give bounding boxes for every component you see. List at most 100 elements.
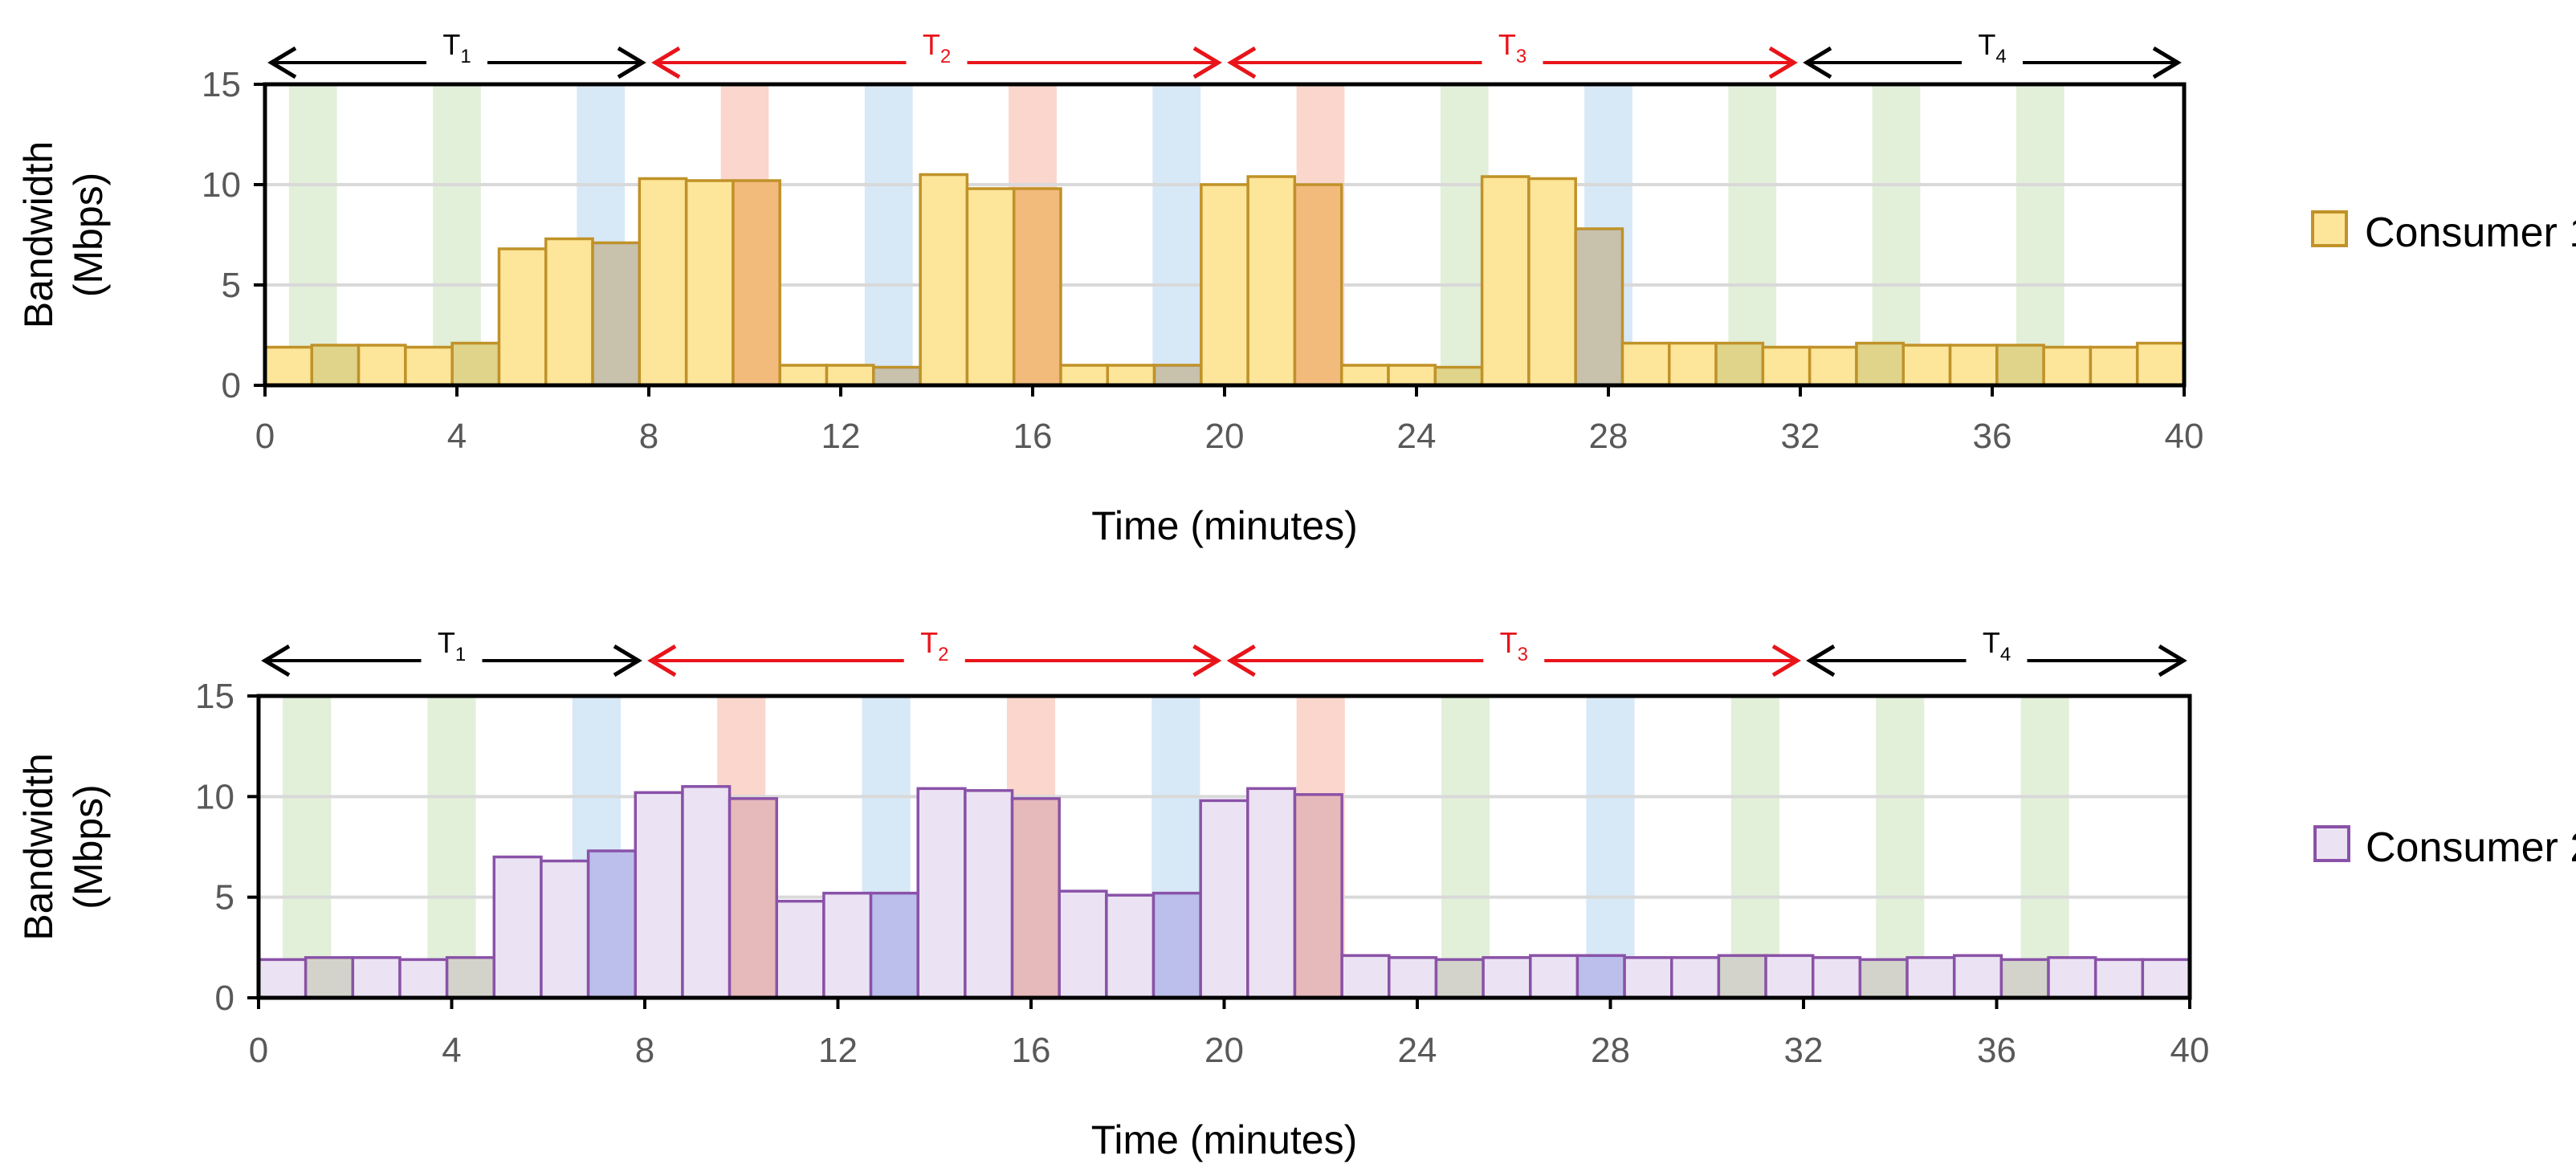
bar [775,899,825,999]
period-label-letter: T [923,28,940,61]
bar [1105,893,1156,999]
y-tick-label: 15 [202,65,241,104]
bar-highlight-overlay [312,346,358,385]
period-arrow-head-left [267,46,297,79]
y-axis-title: Bandwidth (Mbps) [16,141,111,329]
bar [778,364,829,387]
x-tick-label: 12 [818,1031,858,1070]
period-label-bg [906,24,968,72]
highlight-band-blue [1152,84,1201,385]
bar [1058,889,1108,999]
bar-highlight-overlay [1578,956,1624,997]
bar [728,797,778,999]
bar [398,958,449,999]
bar [822,891,873,999]
x-tick-label: 36 [1973,417,2012,456]
period-label-bg [903,622,965,670]
y-tick-label: 0 [222,366,241,405]
highlight-band-blue [1586,696,1635,998]
bar [357,344,407,387]
period-label-subscript: 1 [455,644,466,665]
highlight-band-green [1728,84,1777,385]
y-tick-labels: 0 5 10 15 [195,677,259,1018]
x-tick-label: 32 [1781,417,1820,456]
x-tick-label: 28 [1589,417,1628,456]
x-tick-label: 16 [1013,417,1053,456]
y-tick-label: 0 [215,979,234,1018]
bar [1811,956,1862,999]
bar [1901,344,1952,387]
bar [638,177,688,387]
x-tick-label: 40 [2165,417,2204,456]
bar [1010,797,1061,999]
bar [2093,958,2145,999]
bar [2135,341,2186,387]
y-tick-label: 15 [195,677,234,716]
bar [1858,958,1909,999]
legend-swatch [2311,210,2348,247]
x-tick-labels: 0 4 8 12 16 20 24 28 32 36 40 [255,385,2204,456]
period-arrow-head-left [1806,644,1836,678]
period-label-letter: T [1978,28,1995,61]
bar [2141,958,2191,999]
highlight-band-blue [864,84,913,385]
period-arrows: T1 T2 T3 T4 [261,622,2187,678]
bar-highlight-overlay [1295,796,1341,997]
bar-highlight-overlay [453,344,498,385]
bar-highlight-overlay [1576,230,1621,385]
period-label: T3 [1500,626,1528,665]
period-arrow-head-right [2152,46,2182,79]
bar-highlight-overlay [1437,960,1482,997]
y-tick-label: 5 [222,266,241,305]
period-label-letter: T [920,626,938,659]
x-tick-label: 40 [2170,1031,2210,1070]
x-tick-label: 20 [1205,417,1245,456]
bar [964,789,1014,999]
period-label-bg [1482,24,1543,72]
period-label-subscript: 3 [1518,644,1528,665]
bar [492,855,543,999]
bar [1620,341,1671,387]
legend-label: Consumer 1 [2365,210,2576,256]
bar-highlight-overlay [1015,189,1060,385]
period-arrow-head-right [1768,46,1798,79]
period-arrow-head-left [261,644,291,678]
highlight-band-green [2020,696,2069,998]
bar [257,958,308,999]
bar-highlight-overlay [2002,960,2048,997]
x-tick-label: 4 [442,1031,461,1070]
bar [1246,175,1297,387]
period-label-subscript: 2 [938,644,948,665]
y-tick-label: 5 [215,878,234,918]
bar [1339,364,1390,387]
y-axis-title-line1: Bandwidth [16,141,61,329]
highlight-band-green [1730,696,1779,998]
highlight-band-green [1440,84,1489,385]
period-label-subscript: 4 [1995,46,2006,67]
highlight-band-green [288,84,337,385]
period-label: T2 [923,28,951,67]
bar [1574,227,1624,387]
bar-highlight-overlay [874,368,919,385]
bar-highlight-overlay [1295,185,1341,385]
bar [1106,364,1156,387]
period-label: T4 [1983,626,2011,665]
bar-highlight-overlay [734,181,779,385]
x-tick-label: 28 [1591,1031,1630,1070]
bar [1906,956,1956,999]
bar [2047,956,2097,999]
bar [1527,177,1577,387]
bar [1482,956,1532,999]
bar-highlight-overlay [1719,956,1765,997]
y-axis-title: Bandwidth (Mbps) [16,753,111,941]
period-label-letter: T [438,626,455,659]
y-axis-title-line2: (Mbps) [66,784,111,909]
bar [919,173,969,387]
highlight-band-green [433,84,481,385]
bar [1808,345,1858,387]
bar-highlight-overlay [307,958,352,997]
y-tick-label: 10 [195,777,234,816]
period-label-letter: T [1500,626,1518,659]
x-tick-label: 8 [639,417,658,456]
period-arrows: T1 T2 T3 T4 [267,24,2182,79]
